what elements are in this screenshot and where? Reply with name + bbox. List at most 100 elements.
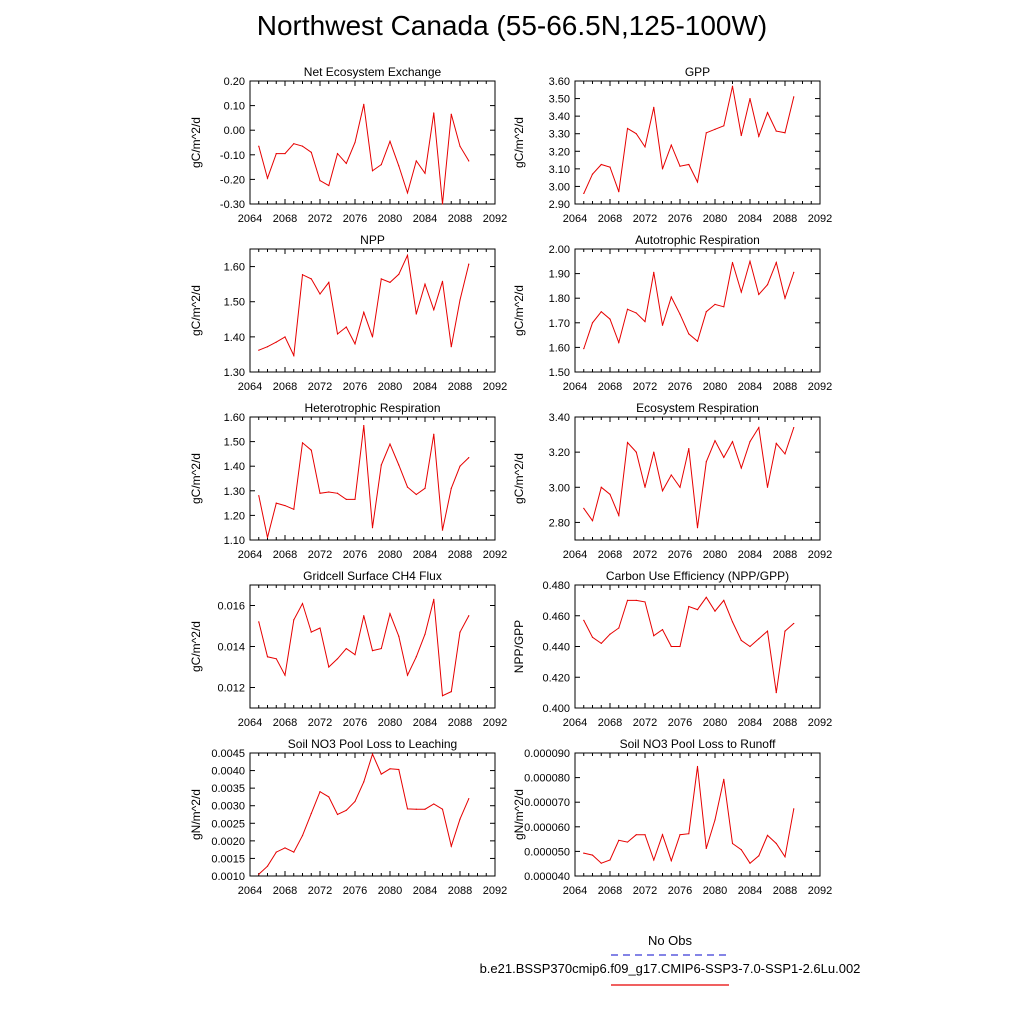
x-tick-label: 2088 [448, 885, 472, 897]
data-point [363, 615, 365, 617]
data-point [758, 426, 760, 429]
y-tick-label: 1.50 [224, 437, 245, 449]
x-tick-label: 2072 [633, 717, 657, 729]
data-point [626, 599, 629, 601]
data-point [749, 260, 751, 262]
data-point [793, 622, 795, 625]
data-point [591, 322, 594, 324]
x-tick-label: 2076 [668, 213, 692, 225]
x-tick-label: 2084 [413, 381, 437, 393]
data-point [670, 860, 672, 862]
data-point [433, 433, 435, 435]
x-tick-label: 2084 [738, 213, 762, 225]
data-point [275, 851, 277, 853]
data-point [266, 346, 269, 348]
x-tick-label: 2092 [483, 717, 507, 729]
data-point [328, 491, 330, 493]
x-tick-label: 2072 [308, 885, 332, 897]
data-point [258, 621, 260, 623]
series-line [583, 766, 795, 864]
data-point [415, 313, 417, 315]
x-tick-label: 2068 [273, 717, 297, 729]
x-tick-label: 2072 [633, 213, 657, 225]
y-tick-label: 0.0010 [211, 871, 245, 883]
x-tick-label: 2068 [273, 213, 297, 225]
chart-panel: Carbon Use Efficiency (NPP/GPP) 2064 2068 2… [512, 569, 832, 729]
data-point [714, 128, 716, 130]
y-tick-label: 3.60 [549, 76, 570, 88]
data-point [380, 647, 382, 650]
x-tick-label: 2076 [668, 549, 692, 561]
panel-title: GPP [685, 65, 710, 79]
y-tick-label: -0.30 [220, 199, 245, 211]
y-tick-label: 0.0030 [211, 801, 245, 813]
x-tick-label: 2064 [238, 381, 262, 393]
data-point [266, 656, 269, 658]
y-tick-label: 3.40 [549, 111, 570, 123]
data-point [459, 299, 461, 301]
data-point [740, 134, 742, 137]
data-point [600, 642, 602, 645]
y-tick-label: 0.0015 [211, 853, 245, 865]
y-tick-label: 0.000080 [524, 773, 570, 785]
data-point [661, 324, 664, 326]
data-point [424, 808, 426, 810]
x-tick-label: 2076 [668, 381, 692, 393]
data-point [731, 621, 734, 623]
data-point [275, 658, 277, 660]
y-tick-label: 0.000070 [524, 797, 570, 809]
data-point [635, 451, 637, 453]
y-axis-label: gC/m^2/d [189, 117, 203, 168]
data-point [696, 340, 699, 342]
data-point [354, 654, 356, 656]
data-point [591, 636, 594, 638]
data-point [784, 856, 786, 858]
data-point [696, 765, 699, 768]
x-tick-label: 2084 [738, 381, 762, 393]
data-point [266, 536, 269, 539]
x-tick-label: 2068 [598, 381, 622, 393]
data-point [679, 834, 681, 836]
data-point [363, 311, 365, 313]
x-tick-label: 2092 [808, 549, 832, 561]
data-point [389, 281, 391, 283]
data-point [398, 635, 400, 637]
data-point [600, 862, 602, 864]
data-point [749, 862, 751, 864]
data-point [406, 192, 409, 194]
y-tick-label: 3.00 [549, 181, 570, 193]
data-point [661, 834, 664, 836]
x-tick-label: 2072 [308, 717, 332, 729]
data-point [319, 791, 321, 793]
panel-title: Soil NO3 Pool Loss to Runoff [620, 737, 777, 751]
y-tick-label: 1.50 [549, 367, 570, 379]
data-point [766, 834, 769, 837]
data-point [705, 596, 707, 598]
y-tick-label: 0.000050 [524, 846, 570, 858]
data-point [310, 278, 312, 280]
x-tick-label: 2080 [703, 885, 727, 897]
data-point [688, 833, 690, 835]
data-point [424, 283, 426, 285]
data-point [661, 168, 664, 170]
data-point [354, 141, 356, 144]
data-point [688, 605, 690, 608]
data-point [766, 284, 769, 286]
data-point [705, 311, 707, 313]
y-tick-label: 0.000060 [524, 822, 570, 834]
data-point [450, 346, 452, 348]
y-axis-label: gC/m^2/d [512, 285, 526, 336]
data-point [258, 349, 260, 351]
y-axis-label: gC/m^2/d [189, 285, 203, 336]
data-point [609, 166, 611, 168]
data-point [775, 261, 777, 264]
chart-panel: Gridcell Surface CH4 Flux 2064 2068 2072 207… [189, 569, 507, 729]
y-tick-label: 2.00 [549, 244, 570, 256]
x-tick-label: 2064 [238, 549, 262, 561]
data-point [618, 627, 620, 629]
data-point [424, 172, 426, 174]
data-point [380, 464, 382, 466]
data-point [661, 628, 664, 631]
data-point [319, 180, 321, 182]
